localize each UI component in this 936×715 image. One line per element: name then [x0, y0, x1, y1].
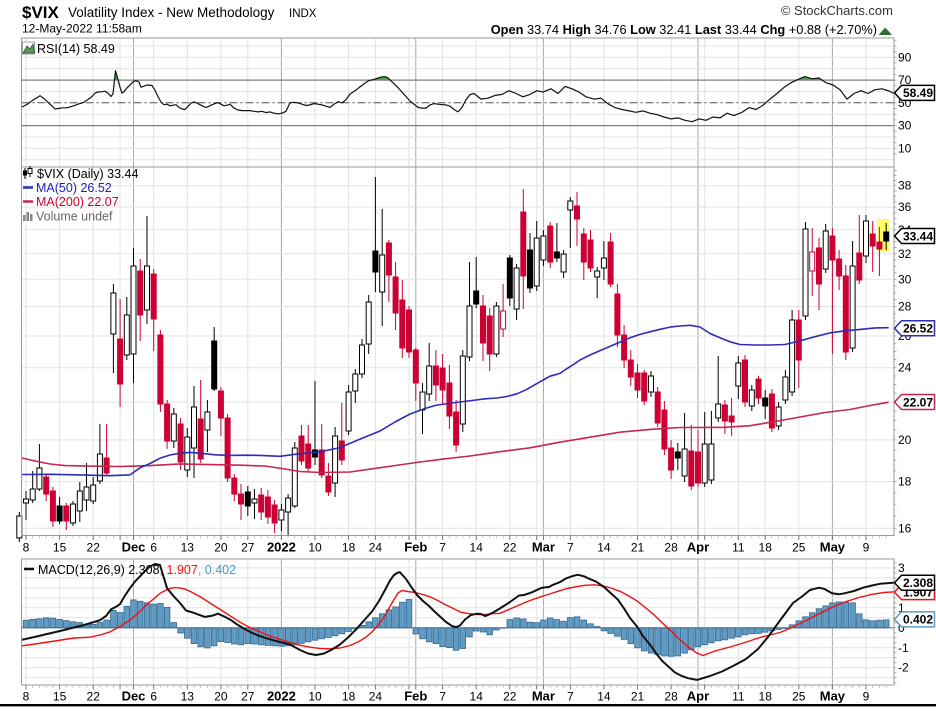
svg-text:$VIX (Daily) 33.44: $VIX (Daily) 33.44 — [37, 167, 138, 181]
svg-text:Volume undef: Volume undef — [36, 210, 113, 224]
svg-text:25: 25 — [792, 690, 806, 704]
svg-text:© StockCharts.com: © StockCharts.com — [781, 3, 893, 18]
svg-text:20: 20 — [898, 433, 912, 447]
svg-text:7: 7 — [567, 690, 574, 704]
svg-text:10: 10 — [308, 690, 322, 704]
svg-text:18: 18 — [342, 690, 356, 704]
svg-text:$VIX: $VIX — [22, 3, 60, 22]
svg-text:7: 7 — [567, 541, 574, 555]
svg-text:-2: -2 — [898, 661, 909, 675]
svg-text:0.402: 0.402 — [903, 613, 933, 627]
svg-text:20: 20 — [214, 690, 228, 704]
svg-text:13: 13 — [181, 541, 195, 555]
svg-text:6: 6 — [150, 541, 157, 555]
svg-text:18: 18 — [342, 541, 356, 555]
svg-text:58.49: 58.49 — [903, 86, 933, 100]
svg-text:Mar: Mar — [532, 689, 555, 704]
svg-text:18: 18 — [898, 475, 912, 489]
svg-text:3: 3 — [898, 561, 905, 575]
svg-text:2022: 2022 — [267, 689, 296, 704]
svg-text:MA(200) 22.07: MA(200) 22.07 — [36, 195, 119, 209]
svg-text:22: 22 — [87, 690, 101, 704]
svg-text:32: 32 — [898, 247, 912, 261]
svg-text:24: 24 — [369, 541, 383, 555]
svg-text:14: 14 — [597, 541, 611, 555]
svg-text:30: 30 — [898, 119, 912, 133]
svg-text:MACD(12,26,9) 2.308, 1.907, 0.: MACD(12,26,9) 2.308, 1.907, 0.402 — [38, 563, 236, 577]
svg-text:33.44: 33.44 — [903, 229, 933, 243]
svg-text:22: 22 — [503, 690, 517, 704]
svg-text:12-May-2022 11:58am: 12-May-2022 11:58am — [22, 22, 142, 36]
svg-text:14: 14 — [597, 690, 611, 704]
svg-text:8: 8 — [23, 541, 30, 555]
svg-text:22: 22 — [503, 541, 517, 555]
svg-text:25: 25 — [792, 541, 806, 555]
svg-text:May: May — [820, 540, 846, 555]
svg-text:24: 24 — [898, 361, 912, 375]
svg-text:30: 30 — [898, 272, 912, 286]
svg-text:Feb: Feb — [404, 689, 427, 704]
svg-text:24: 24 — [369, 690, 383, 704]
svg-text:-1: -1 — [898, 641, 909, 655]
svg-text:Open 33.74 High 34.76 Low 32.4: Open 33.74 High 34.76 Low 32.41 Last 33.… — [491, 22, 877, 37]
svg-text:15: 15 — [53, 690, 67, 704]
svg-text:36: 36 — [898, 200, 912, 214]
svg-text:10: 10 — [308, 541, 322, 555]
svg-text:15: 15 — [53, 541, 67, 555]
svg-text:38: 38 — [898, 179, 912, 193]
svg-text:7: 7 — [439, 541, 446, 555]
svg-text:21: 21 — [631, 690, 645, 704]
svg-text:90: 90 — [898, 50, 912, 64]
svg-text:27: 27 — [241, 541, 255, 555]
svg-text:8: 8 — [23, 690, 30, 704]
svg-text:27: 27 — [241, 690, 255, 704]
svg-text:22.07: 22.07 — [903, 395, 933, 409]
svg-text:MA(50) 26.52: MA(50) 26.52 — [36, 181, 112, 195]
svg-text:11: 11 — [732, 690, 745, 704]
svg-text:20: 20 — [214, 541, 228, 555]
svg-text:RSI(14) 58.49: RSI(14) 58.49 — [37, 42, 115, 56]
svg-text:Mar: Mar — [532, 540, 555, 555]
svg-text:28: 28 — [664, 541, 678, 555]
svg-text:18: 18 — [759, 690, 773, 704]
svg-text:26.52: 26.52 — [903, 322, 933, 336]
svg-text:28: 28 — [664, 690, 678, 704]
svg-text:21: 21 — [631, 541, 645, 555]
svg-text:18: 18 — [759, 541, 773, 555]
svg-text:22: 22 — [87, 541, 101, 555]
svg-text:2.308: 2.308 — [903, 576, 933, 590]
svg-text:Feb: Feb — [404, 540, 427, 555]
svg-text:May: May — [820, 689, 846, 704]
svg-text:13: 13 — [181, 690, 195, 704]
svg-text:Dec: Dec — [122, 689, 146, 704]
svg-text:10: 10 — [898, 141, 912, 155]
svg-text:16: 16 — [898, 521, 912, 535]
svg-text:Apr: Apr — [687, 540, 709, 555]
svg-text:14: 14 — [470, 541, 484, 555]
svg-text:9: 9 — [863, 541, 870, 555]
svg-text:Dec: Dec — [122, 540, 146, 555]
svg-text:11: 11 — [732, 541, 745, 555]
svg-text:6: 6 — [150, 690, 157, 704]
svg-text:Volatility Index - New Methodo: Volatility Index - New Methodology — [68, 5, 275, 20]
svg-text:14: 14 — [470, 690, 484, 704]
svg-text:28: 28 — [898, 300, 912, 314]
svg-text:INDX: INDX — [289, 8, 317, 20]
svg-text:2022: 2022 — [267, 540, 296, 555]
svg-text:9: 9 — [863, 690, 870, 704]
svg-text:7: 7 — [439, 690, 446, 704]
svg-text:Apr: Apr — [687, 689, 709, 704]
